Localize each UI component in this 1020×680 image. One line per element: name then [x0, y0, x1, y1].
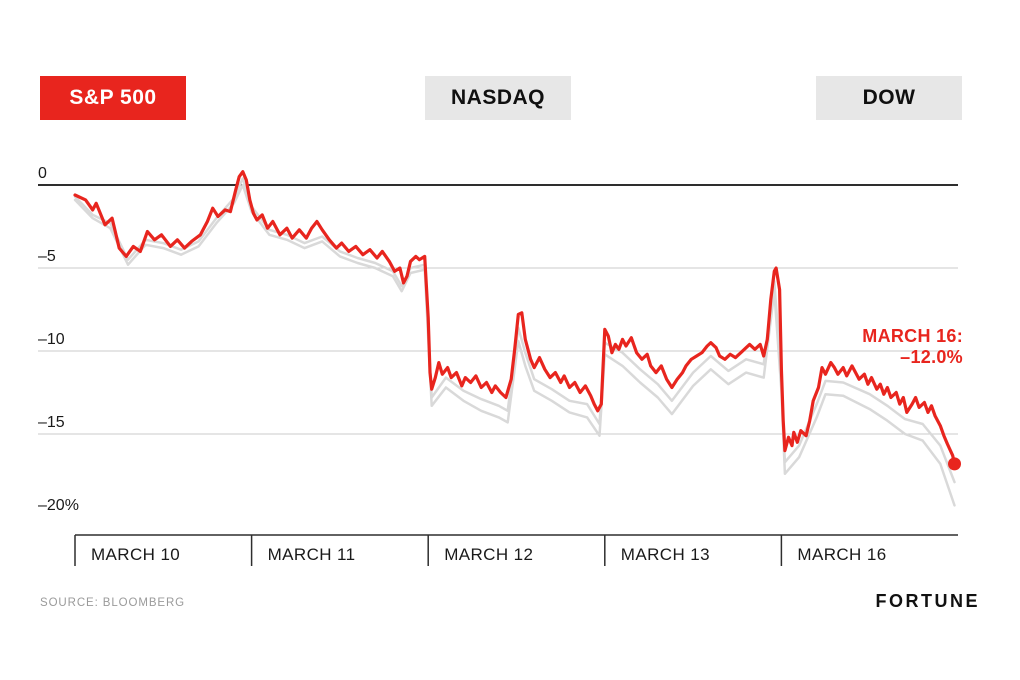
y-axis-label: –15 — [38, 414, 65, 431]
chart-annotation: MARCH 16: –12.0% — [862, 326, 963, 368]
series-line-nasdaq — [73, 183, 956, 507]
source-credit: SOURCE: BLOOMBERG — [40, 597, 186, 609]
x-axis-label: MARCH 11 — [268, 545, 356, 564]
annotation-date: MARCH 16: — [862, 326, 963, 346]
y-axis-label: 0 — [38, 165, 47, 182]
fortune-logo: FORTUNE — [875, 591, 980, 611]
series-end-dot — [948, 457, 961, 471]
x-axis-label: MARCH 16 — [797, 545, 886, 564]
x-axis-label: MARCH 12 — [444, 545, 533, 564]
tab-nasdaq[interactable]: NASDAQ — [425, 76, 571, 120]
x-axis-label: MARCH 10 — [91, 545, 180, 564]
y-axis-label: –20% — [38, 497, 79, 514]
annotation-value: –12.0% — [900, 347, 963, 368]
series-line-s-p-500 — [73, 170, 957, 466]
x-axis-label: MARCH 13 — [621, 545, 710, 564]
y-axis-label: –10 — [38, 331, 65, 348]
y-axis-label: –5 — [38, 248, 56, 265]
tab-dow[interactable]: DOW — [816, 76, 962, 120]
tab-sp500[interactable]: S&P 500 — [40, 76, 186, 120]
